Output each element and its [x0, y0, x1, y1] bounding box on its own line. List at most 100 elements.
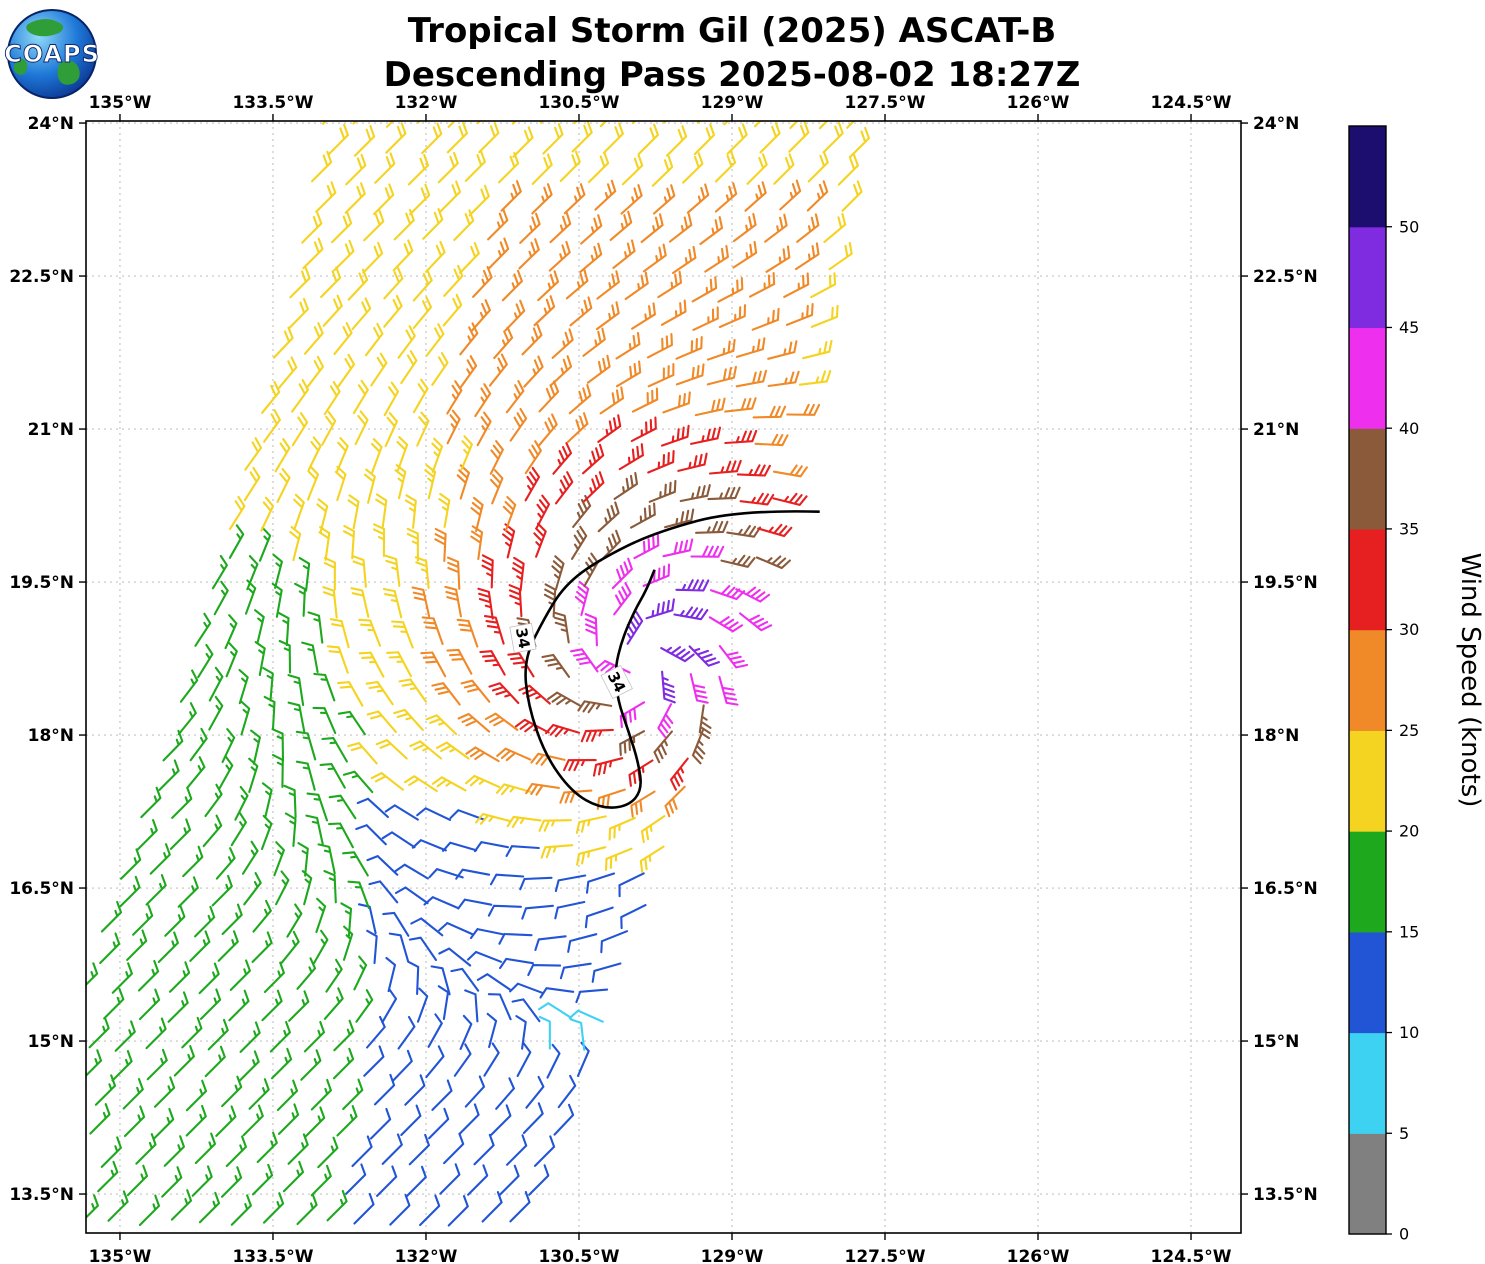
- wind-barb: [490, 1104, 512, 1136]
- wind-barb: [261, 380, 281, 414]
- wind-barb: [364, 322, 384, 357]
- wind-barb: [447, 1195, 469, 1227]
- wind-barb: [333, 1019, 355, 1052]
- wind-barb: [363, 209, 385, 242]
- wind-barb: [575, 815, 607, 834]
- wind-barb: [397, 325, 416, 359]
- wind-barb: [630, 502, 656, 529]
- wind-barb: [582, 471, 605, 503]
- wind-barb: [548, 240, 571, 272]
- wind-barb: [307, 611, 324, 644]
- wind-barb: [752, 405, 787, 419]
- wind-barb: [274, 437, 291, 473]
- wind-barb: [194, 612, 212, 647]
- wind-barb: [444, 585, 462, 618]
- colorbar-tick-label: 5: [1399, 1124, 1409, 1143]
- wind-barb: [243, 872, 262, 906]
- wind-barb: [580, 214, 603, 245]
- wind-barb: [140, 786, 162, 819]
- wind-barb: [608, 816, 636, 841]
- colorbar-tick-label: 30: [1399, 620, 1419, 639]
- wind-barb: [580, 728, 614, 743]
- wind-barb: [293, 493, 305, 529]
- wind-barb: [699, 216, 724, 246]
- colorbar-tick-label: 40: [1399, 419, 1419, 438]
- wind-barb: [572, 494, 592, 528]
- x-axis-tick-label-bottom: 124.5°W: [1151, 1247, 1232, 1264]
- wind-barb: [111, 962, 133, 994]
- wind-barb: [439, 180, 462, 213]
- wind-barb: [171, 787, 193, 819]
- wind-barb: [457, 898, 493, 910]
- wind-barb: [467, 1164, 489, 1196]
- chart-title: Tropical Storm Gil (2025) ASCAT-B: [408, 11, 1057, 51]
- wind-barb: [100, 900, 123, 933]
- wind-barb: [396, 436, 409, 472]
- wind-barb: [126, 1164, 149, 1197]
- wind-barb: [726, 524, 762, 538]
- y-axis-tick-label-left: 16.5°N: [9, 879, 74, 899]
- wind-barb: [506, 815, 542, 828]
- wind-barb: [273, 841, 285, 877]
- wind-barb: [708, 616, 744, 633]
- wind-barb: [103, 987, 125, 1020]
- wind-barb: [431, 352, 449, 386]
- wind-barb: [516, 1042, 532, 1078]
- wind-barb: [794, 242, 820, 271]
- wind-barb: [506, 1134, 528, 1166]
- wind-barb: [779, 179, 802, 211]
- wind-barb: [583, 552, 599, 588]
- wind-barb: [600, 529, 622, 562]
- wind-barb: [370, 772, 404, 791]
- wind-barb: [437, 151, 459, 184]
- chart-subtitle: Descending Pass 2025-08-02 18:27Z: [384, 55, 1081, 95]
- wind-barb: [382, 587, 403, 619]
- wind-barb: [389, 1194, 411, 1226]
- wind-barb: [202, 814, 223, 848]
- contour-label: 34: [600, 664, 633, 700]
- wind-barb: [631, 387, 659, 413]
- wind-barb: [301, 641, 319, 674]
- wind-barb: [469, 928, 506, 940]
- wind-barb: [565, 269, 589, 300]
- x-axis-tick-label-top: 129°W: [701, 93, 764, 113]
- wind-barb: [158, 759, 180, 791]
- wind-barb: [306, 792, 329, 822]
- wind-barb: [450, 967, 480, 992]
- wind-barb: [157, 931, 179, 964]
- wind-barb: [798, 369, 832, 386]
- wind-barb: [620, 904, 647, 930]
- wind-barb: [366, 855, 399, 876]
- wind-barb: [385, 122, 407, 154]
- wind-barb: [411, 839, 447, 852]
- wind-barb: [554, 874, 587, 893]
- wind-barb: [455, 868, 491, 880]
- wind-barb: [537, 270, 560, 302]
- wind-barb: [692, 306, 719, 331]
- wind-barb: [246, 555, 259, 591]
- wind-barb: [107, 1190, 129, 1222]
- wind-barb: [481, 1191, 503, 1223]
- wind-barb: [483, 1042, 500, 1077]
- wind-barb: [848, 126, 870, 159]
- wind-barb: [373, 183, 395, 216]
- wind-barb: [464, 150, 486, 182]
- wind-barb: [173, 1045, 195, 1077]
- wind-barb: [810, 304, 839, 328]
- wind-barb: [489, 440, 504, 475]
- wind-barb: [374, 152, 396, 184]
- wind-barb: [310, 150, 333, 183]
- wind-barb: [353, 125, 376, 157]
- colorbar-segment: [1349, 629, 1386, 731]
- wind-barb: [709, 584, 746, 601]
- wind-barb: [785, 302, 814, 326]
- wind-barb: [661, 670, 676, 704]
- wind-barb: [527, 964, 562, 977]
- wind-barb: [499, 957, 534, 970]
- wind-barb: [322, 586, 338, 619]
- wind-barb: [163, 1135, 185, 1167]
- wind-barb: [686, 183, 710, 214]
- wind-barb: [177, 876, 199, 908]
- wind-barb: [570, 525, 588, 560]
